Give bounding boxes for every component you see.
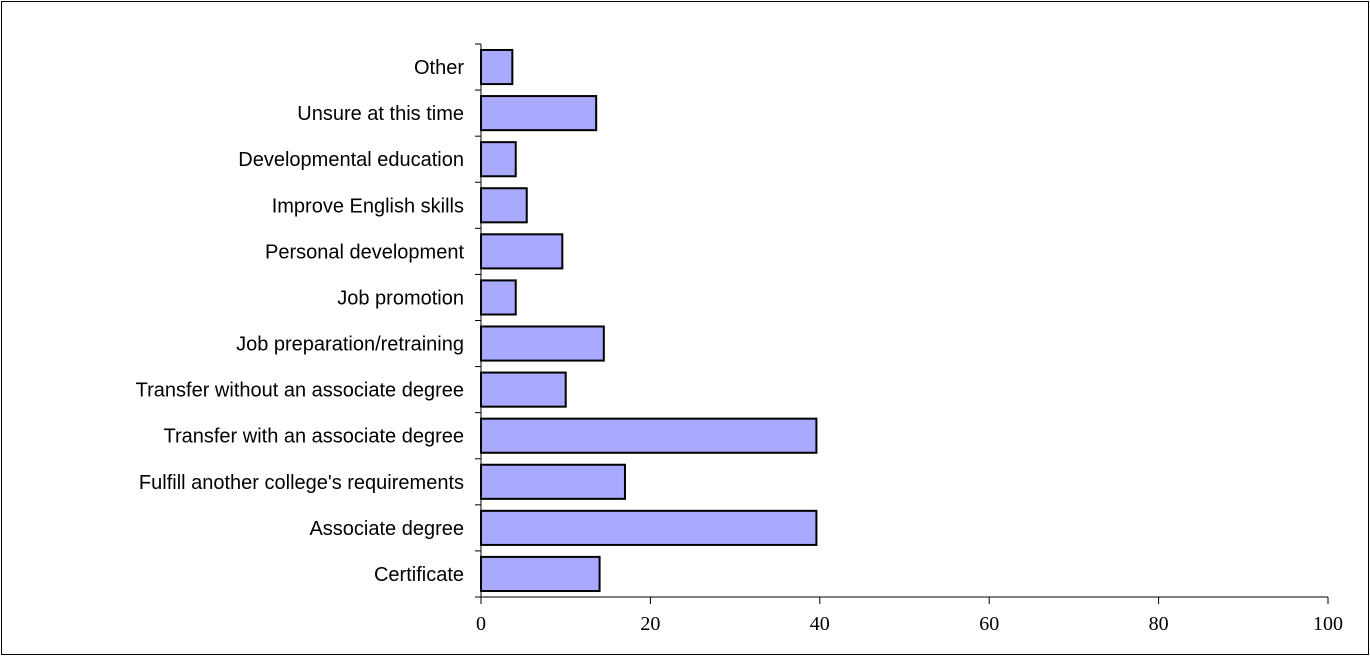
category-label-4: Transfer without an associate degree [136,380,464,402]
x-tick-label-5: 100 [1313,613,1343,635]
bar-10 [480,95,598,132]
bar-6 [480,279,517,316]
x-tick-label-1: 20 [640,613,660,635]
bars-group [480,48,818,593]
bar-0 [480,555,601,593]
bar-9 [480,141,517,178]
category-label-9: Developmental education [238,149,464,171]
bar-11 [480,48,514,86]
category-label-1: Associate degree [309,518,464,540]
category-label-8: Improve English skills [272,195,464,217]
category-label-5: Job preparation/retraining [236,334,464,356]
bar-8 [480,187,528,224]
labels-group: Certificate Associate degree Fulfill anoth… [136,57,1343,635]
category-label-11: Other [414,57,464,79]
bar-5 [480,325,605,362]
x-tick-label-2: 40 [810,613,830,635]
axes-group [475,43,1329,604]
bar-3 [480,417,818,454]
category-label-7: Personal development [265,241,464,263]
x-tick-label-4: 80 [1149,613,1169,635]
bar-7 [480,233,564,270]
category-label-6: Job promotion [337,287,464,309]
x-tick-label-0: 0 [476,613,486,635]
bar-1 [480,509,818,546]
x-tick-label-3: 60 [979,613,999,635]
category-label-2: Fulfill another college's requirements [139,472,464,494]
category-label-0: Certificate [374,564,464,586]
category-label-3: Transfer with an associate degree [163,426,464,448]
bar-4 [480,371,567,408]
category-label-10: Unsure at this time [297,103,464,125]
bar-2 [480,463,626,500]
